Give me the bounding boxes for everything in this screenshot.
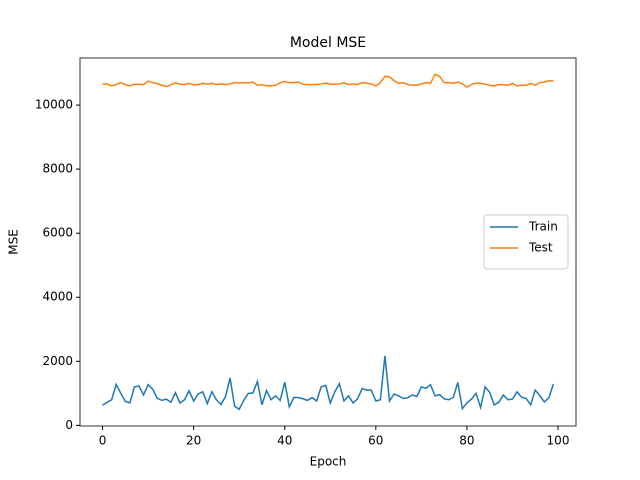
chart-title: Model MSE	[290, 35, 366, 51]
x-tick-label: 40	[277, 434, 292, 448]
x-axis-label: Epoch	[310, 455, 347, 469]
x-tick-label: 80	[459, 434, 474, 448]
y-tick-label: 4000	[42, 290, 73, 304]
legend-label: Test	[528, 241, 553, 255]
y-tick-label: 6000	[42, 226, 73, 240]
y-tick-label: 0	[65, 418, 73, 432]
line-series	[102, 73, 554, 89]
axes-frame	[79, 57, 577, 427]
y-axis-label: MSE	[7, 229, 21, 255]
y-tick-label: 8000	[42, 162, 73, 176]
y-tick-label: 10000	[35, 98, 73, 112]
legend-box	[483, 214, 569, 270]
x-tick-label: 0	[99, 434, 107, 448]
line-series	[102, 355, 555, 411]
x-tick-label: 20	[186, 434, 201, 448]
legend-label: Train	[528, 220, 558, 234]
x-tick-label: 60	[368, 434, 383, 448]
x-tick-label: 100	[547, 434, 570, 448]
y-tick-label: 2000	[42, 354, 73, 368]
